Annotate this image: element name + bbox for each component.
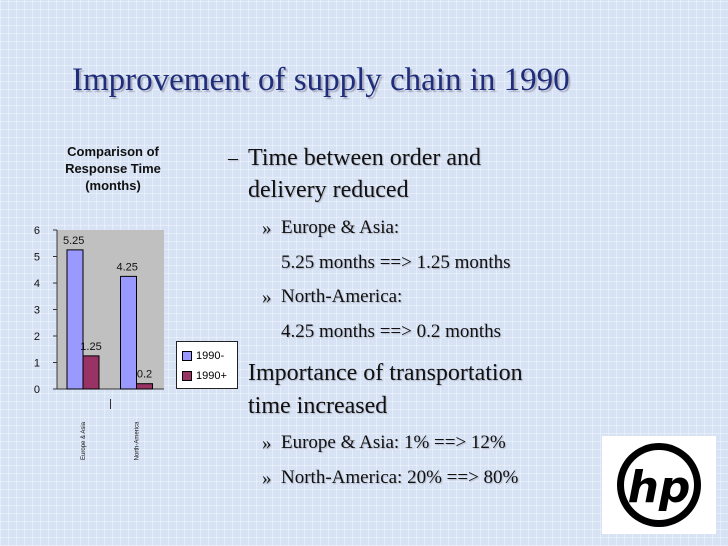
x-category-label: North-America bbox=[135, 421, 141, 460]
bullet-2-line-2: time increased bbox=[248, 393, 388, 419]
legend-item-1990-plus: 1990+ bbox=[182, 369, 227, 382]
x-category-label: Europe & Asia bbox=[81, 421, 87, 460]
sub-bullet-1-line-1: Europe & Asia: bbox=[281, 217, 400, 238]
chart-title-line-2: Response Time bbox=[65, 161, 161, 176]
sub-marker-3: » bbox=[262, 433, 272, 454]
sub-bullet-4: North-America: 20% ==> 80% bbox=[281, 467, 519, 488]
hp-logo: hp bbox=[602, 436, 716, 534]
sub-marker-4: » bbox=[262, 468, 272, 489]
hp-logo-text: hp bbox=[628, 462, 691, 513]
bullet-1-line-1: Time between order and bbox=[248, 145, 482, 171]
y-tick-label: 0 bbox=[34, 384, 40, 396]
y-tick-label: 5 bbox=[34, 252, 40, 264]
bar-1990-plus-europe-asia bbox=[82, 355, 100, 390]
sub-bullet-1-line-2: 5.25 months ==> 1.25 months bbox=[281, 252, 511, 273]
data-label: 1.25 bbox=[80, 341, 101, 353]
legend-label-1990-plus: 1990+ bbox=[196, 369, 227, 382]
data-label: 0.2 bbox=[137, 369, 152, 381]
sub-bullet-2-line-2: 4.25 months ==> 0.2 months bbox=[281, 321, 502, 342]
y-tick-label: 3 bbox=[34, 305, 40, 317]
y-tick-label: 4 bbox=[34, 278, 40, 290]
data-label: 4.25 bbox=[117, 261, 138, 273]
bullet-1-line-2: delivery reduced bbox=[248, 177, 409, 203]
legend-swatch-1990-minus bbox=[182, 350, 192, 361]
y-tick-label: 6 bbox=[34, 225, 40, 237]
chart-title-line-3: (months) bbox=[85, 178, 141, 193]
bar-1990-plus-north-america bbox=[136, 383, 153, 390]
bullet-2-line-1: Importance of transportation bbox=[248, 360, 523, 386]
legend-swatch-1990-plus bbox=[182, 370, 192, 381]
hp-logo-icon: hp bbox=[617, 443, 701, 527]
chart-legend: 1990- 1990+ bbox=[176, 341, 238, 389]
sub-marker-2: » bbox=[262, 287, 272, 308]
y-tick-label: 2 bbox=[34, 331, 40, 343]
sub-bullet-3: Europe & Asia: 1% ==> 12% bbox=[281, 432, 506, 453]
sub-bullet-2-line-1: North-America: bbox=[281, 286, 403, 307]
chart-title: Comparison of Response Time (months) bbox=[52, 143, 174, 194]
bullet-dash-1: – bbox=[228, 147, 238, 169]
legend-item-1990-minus: 1990- bbox=[182, 349, 224, 362]
y-tick-label: 1 bbox=[34, 358, 40, 370]
slide-title: Improvement of supply chain in 1990 bbox=[72, 62, 570, 98]
bar-1990-minus-europe-asia bbox=[66, 249, 84, 390]
chart-title-line-1: Comparison of bbox=[67, 144, 159, 159]
data-label: 5.25 bbox=[63, 235, 84, 247]
bar-1990-minus-north-america bbox=[120, 275, 137, 390]
sub-marker-1: » bbox=[262, 218, 272, 239]
legend-label-1990-minus: 1990- bbox=[196, 349, 225, 362]
